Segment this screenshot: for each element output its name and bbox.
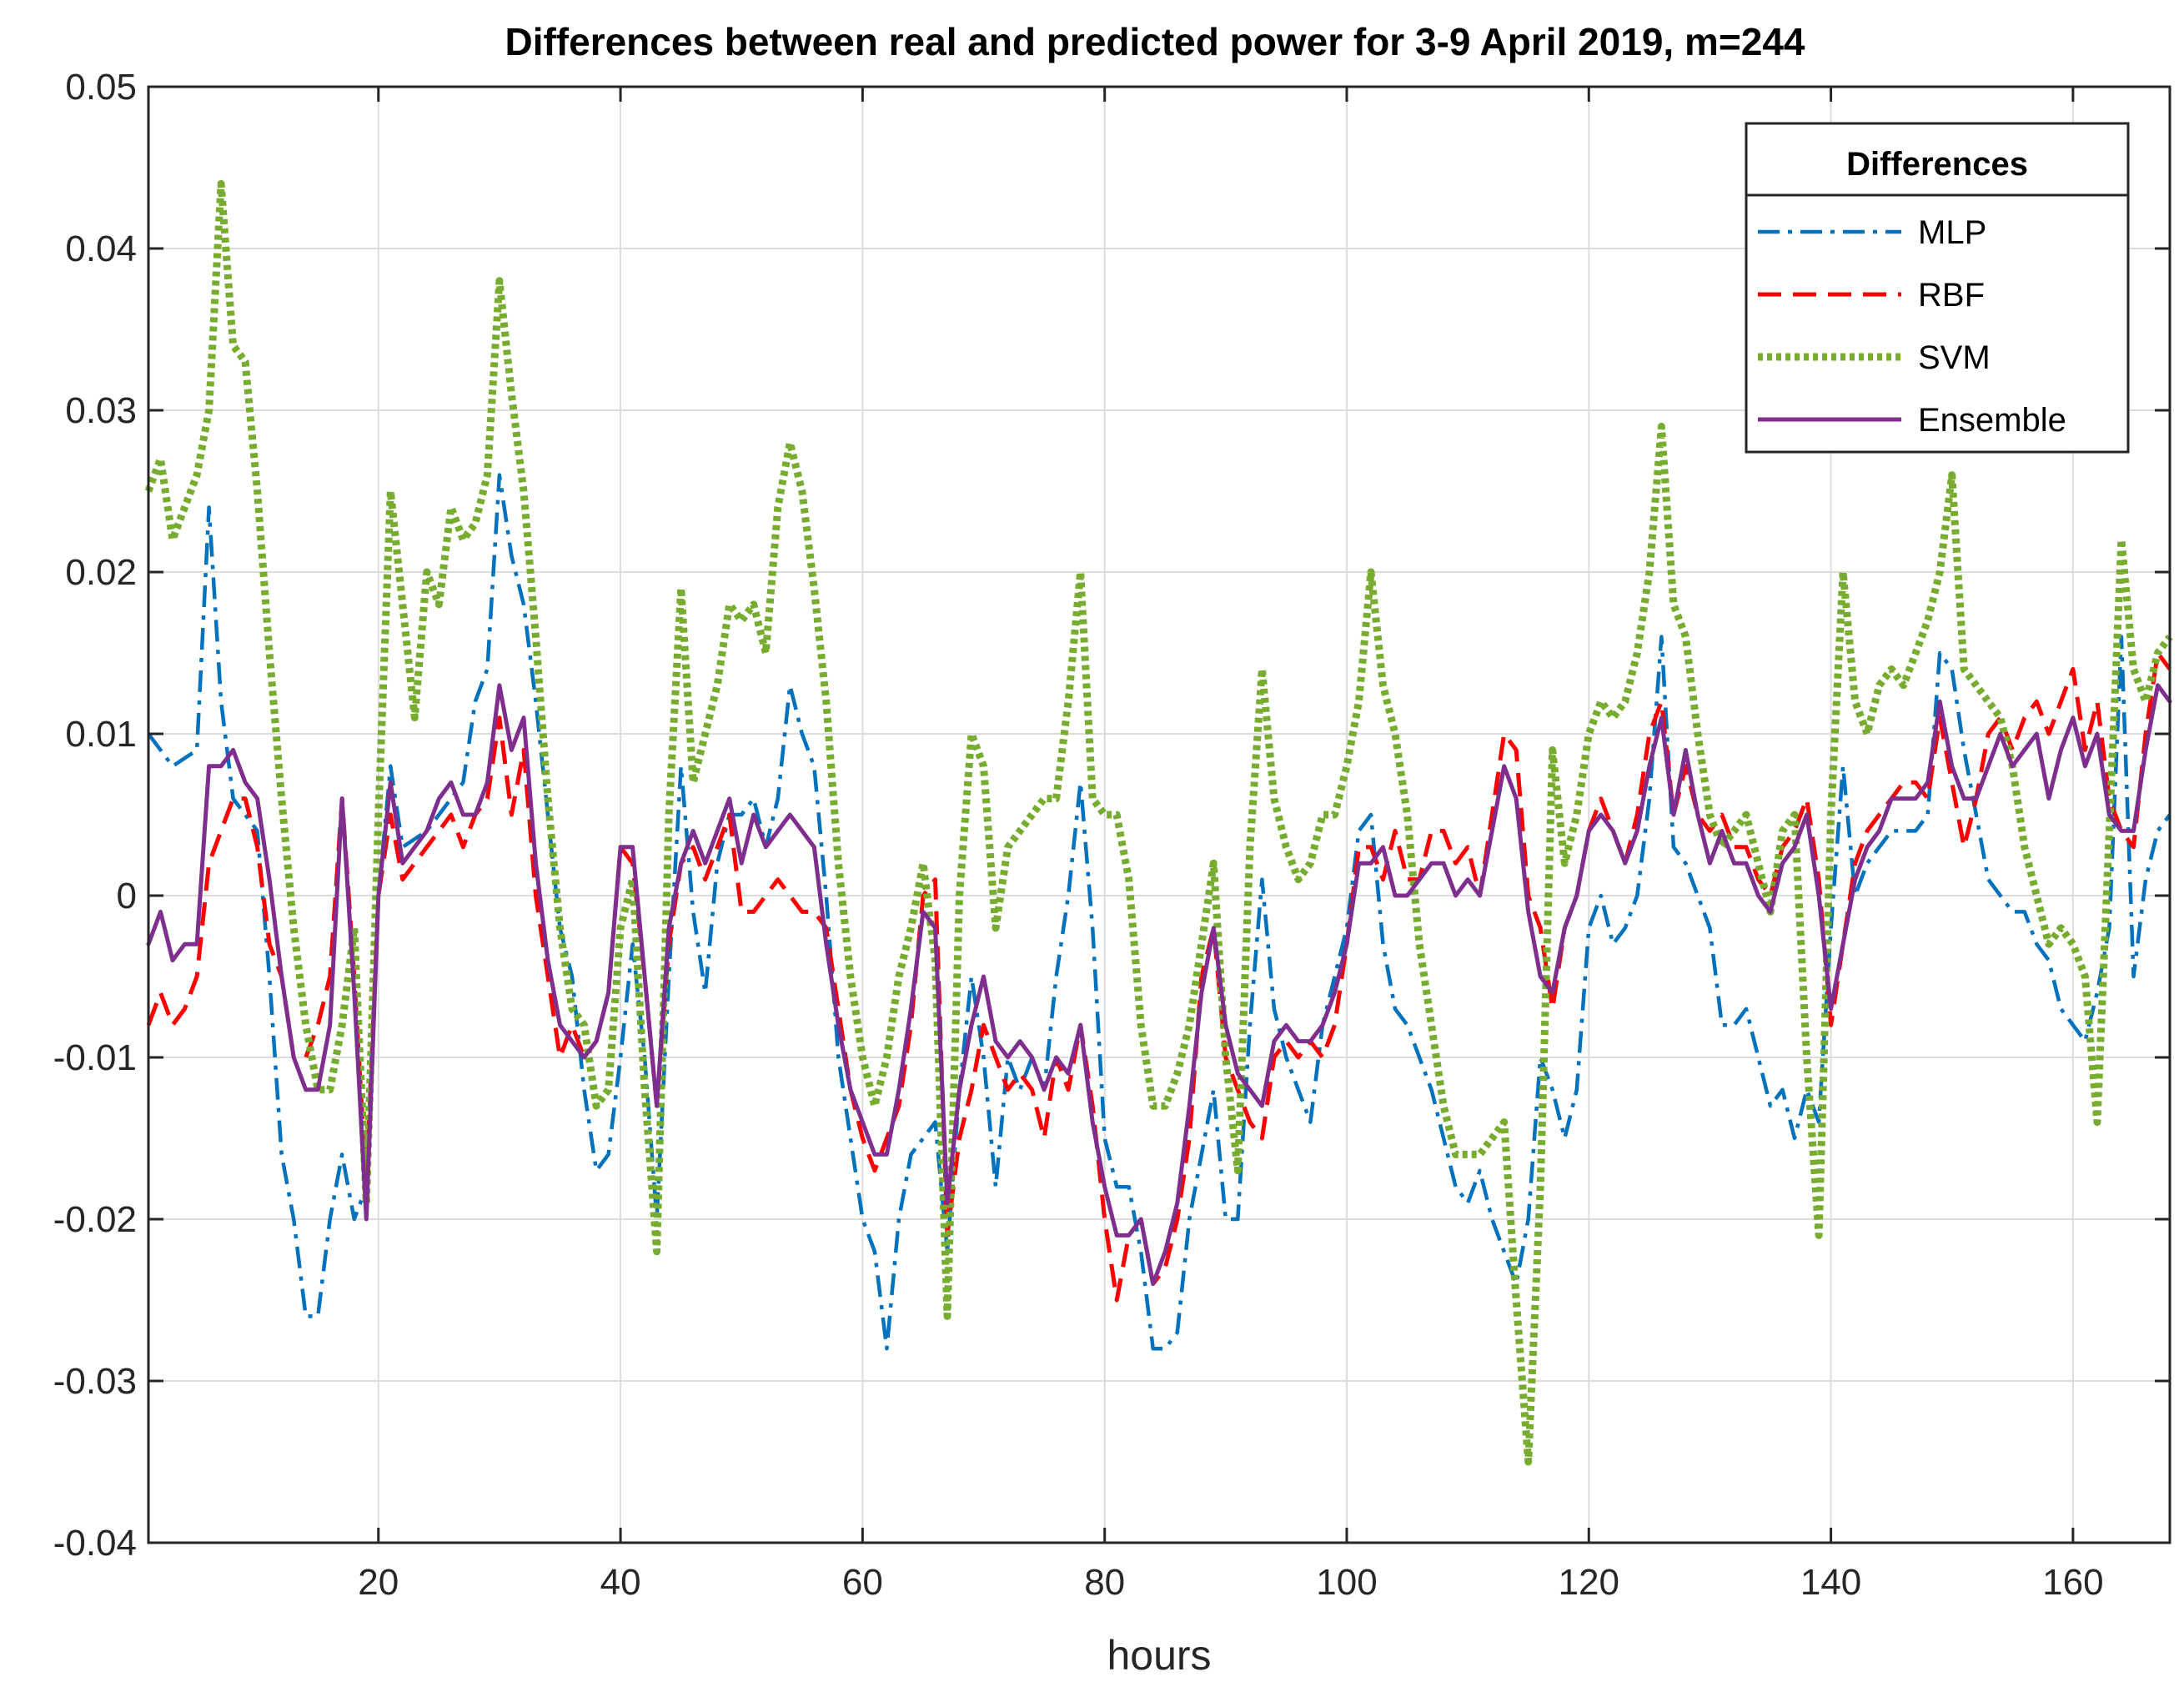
plot-frame (147, 85, 2171, 1544)
y-tick-label: 0.05 (65, 67, 137, 108)
y-tick-label: 0.01 (65, 714, 137, 755)
chart-title: Differences between real and predicted p… (505, 20, 1805, 63)
y-tick-label: -0.01 (53, 1037, 137, 1078)
x-tick-label: 40 (600, 1562, 641, 1603)
series-layer (144, 179, 2173, 1466)
legend-label-ensemble: Ensemble (1918, 402, 2066, 439)
x-tick-label: 60 (842, 1562, 883, 1603)
series-line-mlp (147, 473, 2171, 1351)
y-tick-label: 0.02 (65, 552, 137, 593)
y-tick-label: -0.04 (53, 1523, 137, 1564)
y-tick-label: 0.04 (65, 228, 137, 269)
x-tick-label: 100 (1316, 1562, 1377, 1603)
legend-label-rbf: RBF (1918, 277, 1985, 314)
legend-label-svm: SVM (1918, 339, 1991, 376)
legend-box (1745, 122, 2130, 454)
y-tick-label: -0.03 (53, 1361, 137, 1402)
x-tick-label: 140 (1800, 1562, 1861, 1603)
x-axis-label: hours (1107, 1632, 1211, 1679)
x-tick-label: 80 (1084, 1562, 1125, 1603)
axis-ticks: 20 40 60 80 100 120 140 160 0.05 0.04 0.03 0.02 0.01… (53, 67, 2170, 1603)
x-tick-label: 120 (1559, 1562, 1619, 1603)
legend[interactable]: Differences MLP RBF SVM Ensemble (1745, 122, 2130, 454)
y-tick-label: 0 (117, 876, 137, 916)
legend-title: Differences (1846, 146, 2028, 183)
legend-label-mlp: MLP (1918, 214, 1986, 251)
y-tick-label: -0.02 (53, 1199, 137, 1240)
y-tick-label: 0.03 (65, 390, 137, 431)
x-tick-label: 20 (358, 1562, 399, 1603)
series-line-svm (144, 179, 2173, 1466)
series-line-ensemble (146, 683, 2172, 1287)
x-tick-label: 160 (2042, 1562, 2103, 1603)
